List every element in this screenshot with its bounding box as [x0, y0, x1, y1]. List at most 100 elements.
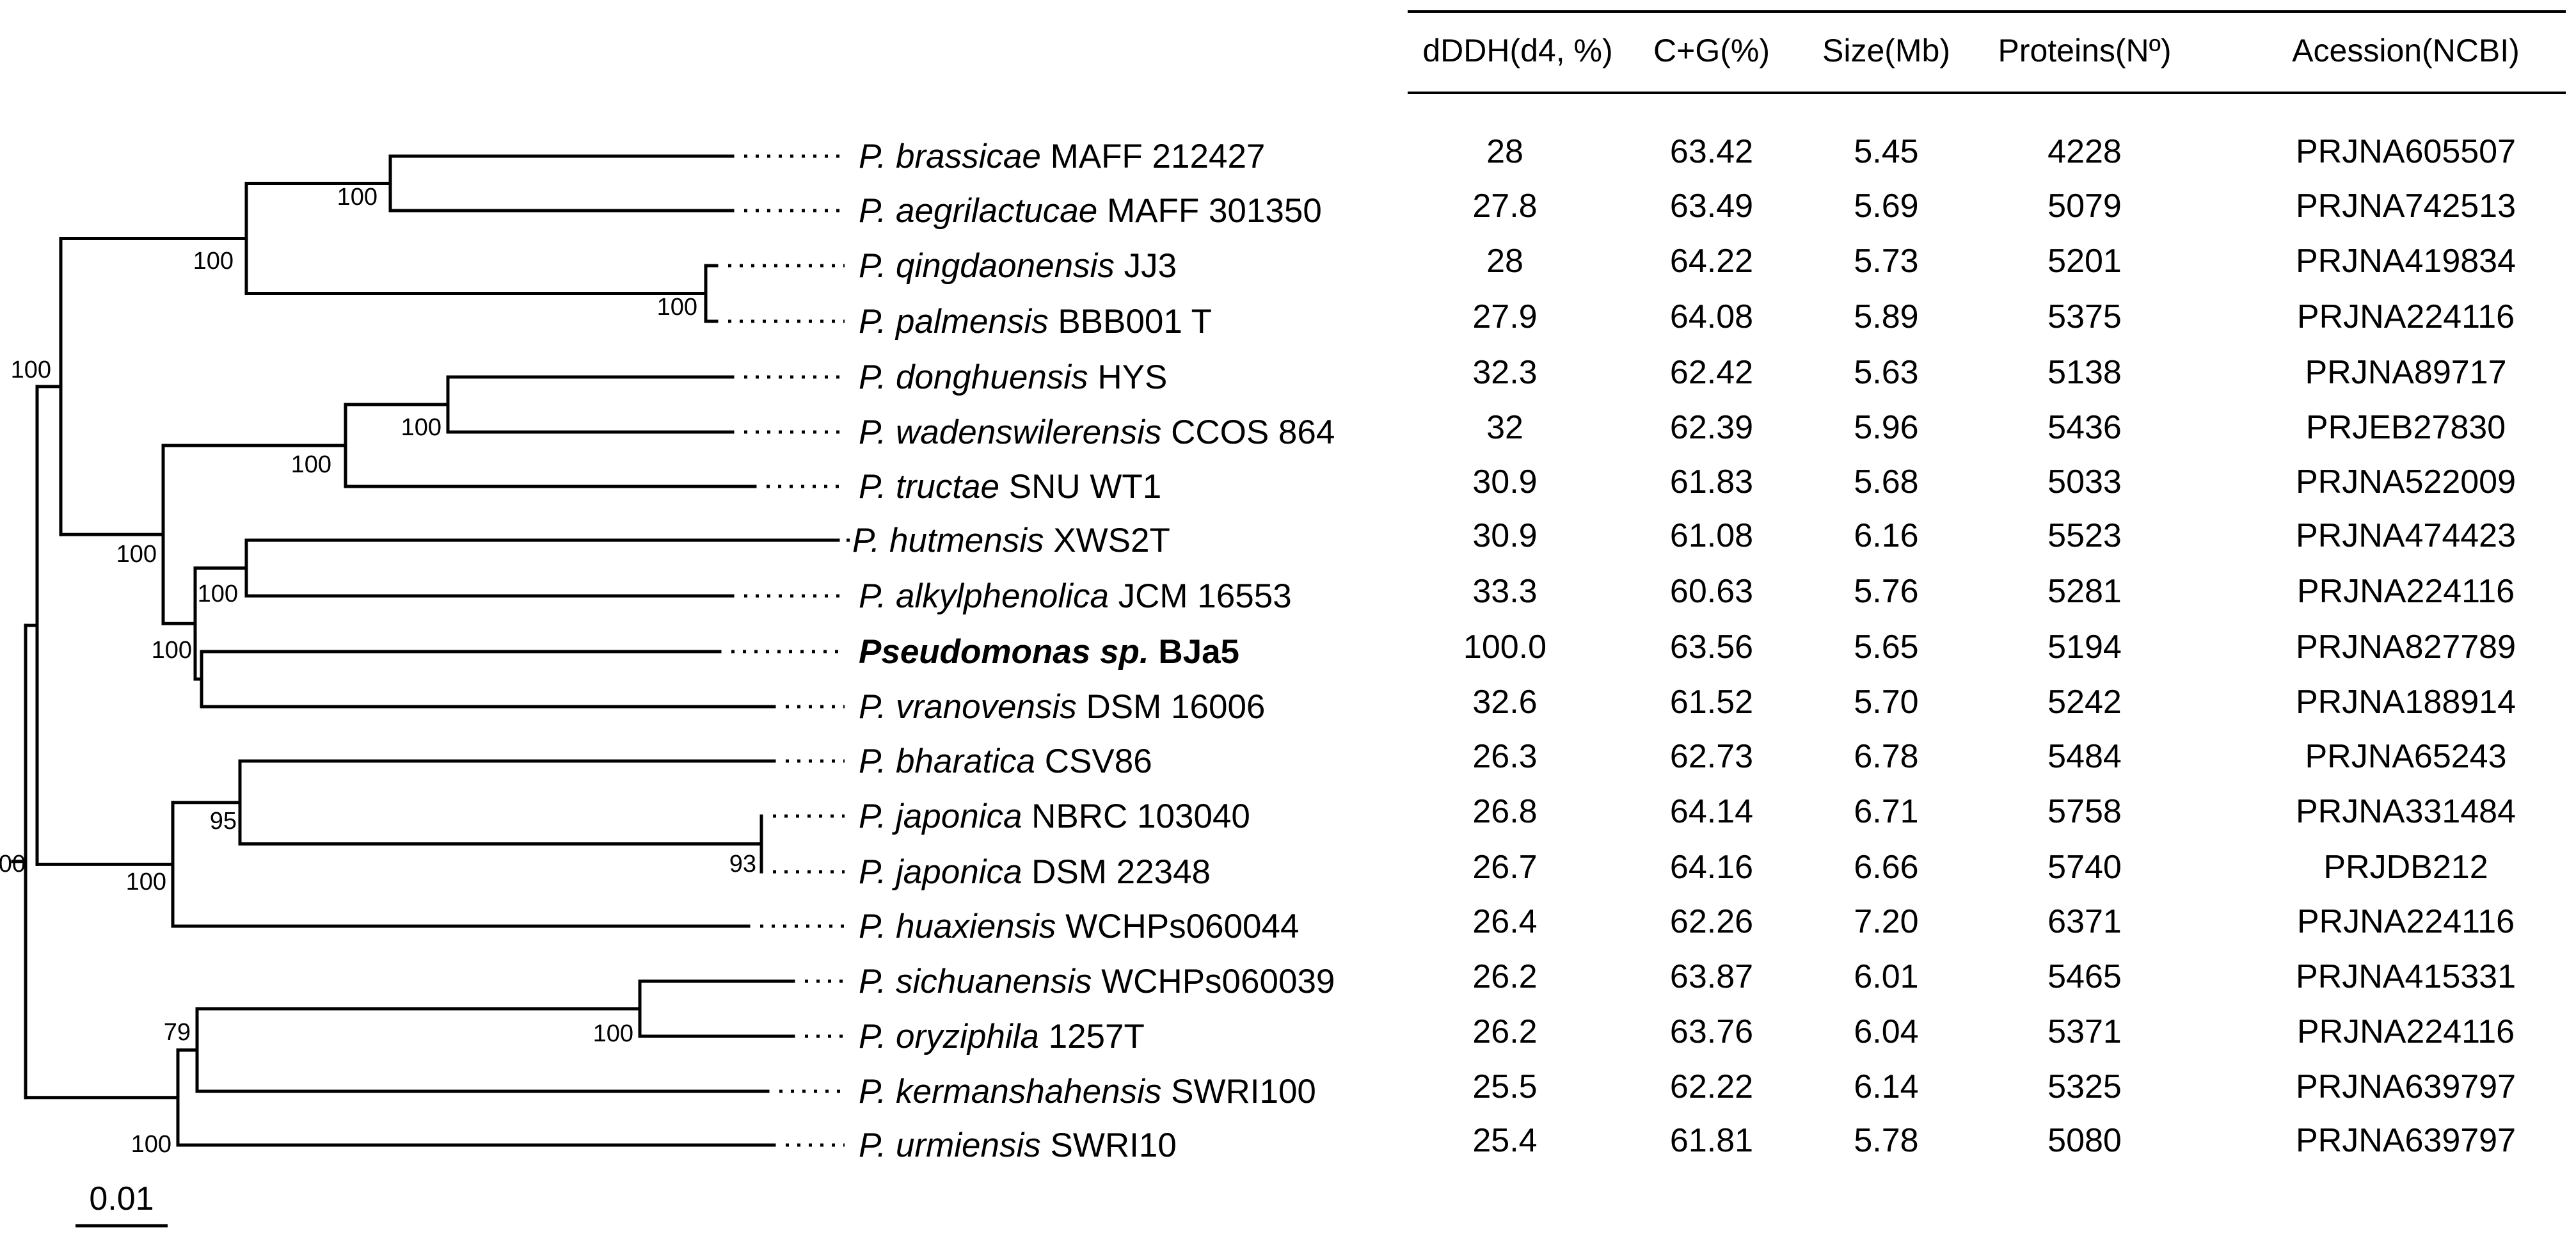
leader-dots: [728, 154, 850, 1147]
bootstrap-label: 100: [152, 637, 192, 664]
table-cell: 6.78: [1854, 738, 1918, 775]
taxon-label: P. tructae SNU WT1: [859, 468, 1161, 506]
table-cell: 62.26: [1670, 903, 1753, 940]
scale-bar: 0.01: [76, 1180, 168, 1228]
bootstrap-label: 93: [729, 851, 756, 878]
table-cell: 28: [1486, 133, 1523, 170]
table-cell: 5.96: [1854, 409, 1918, 446]
table-cell: PRJNA224116: [2297, 298, 2515, 335]
table-cell: 62.73: [1670, 738, 1753, 775]
table-cell: 5242: [2047, 684, 2122, 721]
bootstrap-label: 100: [198, 581, 238, 607]
table-cell: 5281: [2047, 573, 2122, 610]
taxon-label: P. donghuensis HYS: [859, 358, 1167, 396]
table-cell: 6.04: [1854, 1013, 1918, 1050]
table-cell: 5033: [2047, 463, 2122, 501]
table-cell: 5.45: [1854, 133, 1918, 170]
taxon-label: P. aegrilactucae MAFF 301350: [859, 192, 1322, 230]
table-cell: 32: [1486, 409, 1523, 446]
bootstrap-values: 100 100 100 100 100 100 100 100 100 100 95 93 100 79 1…: [0, 184, 756, 1158]
table-cell: PRJNA474423: [2296, 517, 2516, 554]
table-cell: 5.68: [1854, 463, 1918, 501]
table-cell: 26.3: [1472, 738, 1537, 775]
table-cell: 62.39: [1670, 409, 1753, 446]
table-cell: 5138: [2047, 354, 2122, 391]
table-cell: 5758: [2047, 793, 2122, 830]
table-cell: PRJNA224116: [2297, 1013, 2515, 1050]
taxon-label: P. oryziphila 1257T: [859, 1018, 1145, 1055]
table-cell: 63.76: [1670, 1013, 1753, 1050]
column-header: dDDH(d4, %): [1422, 33, 1612, 68]
bootstrap-label: 100: [0, 851, 26, 878]
bootstrap-label: 100: [401, 414, 441, 441]
table-cell: 6.14: [1854, 1068, 1918, 1105]
table-cell: PRJNA331484: [2296, 793, 2516, 830]
table-cell: 60.63: [1670, 573, 1753, 610]
table-cell: 25.5: [1472, 1068, 1537, 1105]
table-cell: 32.3: [1472, 354, 1537, 391]
table-cell: 27.8: [1472, 188, 1537, 225]
table-cell: 5.69: [1854, 188, 1918, 225]
taxon-label: Pseudomonas sp. BJa5: [859, 633, 1239, 671]
table-cell: 5465: [2047, 958, 2122, 995]
table-cell: PRJNA605507: [2296, 133, 2516, 170]
table-cell: 5079: [2047, 188, 2122, 225]
table-cell: 5523: [2047, 517, 2122, 554]
table-cell: 6.66: [1854, 849, 1918, 886]
table-cell: 5436: [2047, 409, 2122, 446]
table-cell: 5.89: [1854, 298, 1918, 335]
table-cell: 26.7: [1472, 849, 1537, 886]
taxon-labels: P. brassicae MAFF 212427 P. aegrilactucae…: [852, 138, 1335, 1164]
table-cell: PRJNA827789: [2296, 629, 2516, 666]
table-cell: 30.9: [1472, 463, 1537, 501]
bootstrap-label: 100: [337, 184, 378, 211]
bootstrap-label: 100: [657, 294, 697, 321]
table-cell: 64.22: [1670, 243, 1753, 280]
taxon-label: P. alkylphenolica JCM 16553: [859, 577, 1292, 615]
table-cell: 62.42: [1670, 354, 1753, 391]
table-cell: PRJNA224116: [2297, 573, 2515, 610]
bootstrap-label: 100: [116, 541, 157, 568]
table-cell: 6.01: [1854, 958, 1918, 995]
taxon-label: P. japonica DSM 22348: [859, 853, 1211, 891]
taxon-label: P. vranovensis DSM 16006: [859, 688, 1265, 726]
table-cell: 61.81: [1670, 1122, 1753, 1159]
table-cell: 27.9: [1472, 298, 1537, 335]
table-cell: PRJDB212: [2323, 849, 2488, 886]
table-cell: 5.76: [1854, 573, 1918, 610]
table-cell: 6371: [2047, 903, 2122, 940]
table-cell: 5.73: [1854, 243, 1918, 280]
phylogenetic-tree: [11, 154, 840, 1147]
taxon-label: P. bharatica CSV86: [859, 742, 1152, 780]
table-cell: 5371: [2047, 1013, 2122, 1050]
table-cell: PRJNA522009: [2296, 463, 2516, 501]
taxon-label: P. hutmensis XWS2T: [852, 522, 1170, 559]
table-cell: 6.16: [1854, 517, 1918, 554]
table-cell: 64.08: [1670, 298, 1753, 335]
bootstrap-label: 100: [126, 869, 166, 895]
bootstrap-label: 100: [131, 1131, 171, 1158]
table-cell: 26.8: [1472, 793, 1537, 830]
table-cell: 5.65: [1854, 629, 1918, 666]
table-cell: PRJNA188914: [2296, 684, 2516, 721]
bootstrap-label: 79: [164, 1019, 191, 1046]
table-cell: 4228: [2047, 133, 2122, 170]
table-cell: 64.16: [1670, 849, 1753, 886]
table-cell: 5.70: [1854, 684, 1918, 721]
table-cell: PRJNA639797: [2296, 1068, 2516, 1105]
genome-table: dDDH(d4, %) C+G(%) Size(Mb) Proteins(Nº) Ace…: [1408, 10, 2566, 1159]
table-cell: PRJNA415331: [2296, 958, 2516, 995]
bootstrap-label: 100: [11, 357, 51, 383]
table-cell: 5080: [2047, 1122, 2122, 1159]
column-header: Acession(NCBI): [2292, 33, 2520, 68]
table-cell: 5.78: [1854, 1122, 1918, 1159]
table-cell: 6.71: [1854, 793, 1918, 830]
table-cell: PRJNA65243: [2305, 738, 2506, 775]
table-cell: 5201: [2047, 243, 2122, 280]
table-cell: 26.2: [1472, 1013, 1537, 1050]
table-cell: 28: [1486, 243, 1523, 280]
table-cell: PRJNA89717: [2305, 354, 2506, 391]
table-cell: 63.42: [1670, 133, 1753, 170]
taxon-label: P. brassicae MAFF 212427: [859, 138, 1265, 175]
